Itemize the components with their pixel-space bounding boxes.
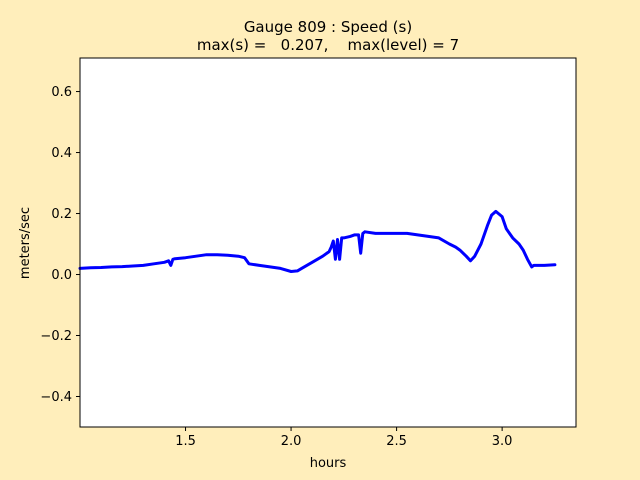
- y-tick-label: 0.2: [51, 207, 72, 222]
- y-tick-label: 0.0: [51, 268, 72, 283]
- x-tick-label: 3.0: [492, 434, 513, 449]
- y-tick-label: 0.4: [51, 146, 72, 161]
- x-axis-label: hours: [310, 456, 347, 471]
- y-axis-label: meters/sec: [18, 207, 33, 279]
- chart-title-line-2: max(s) = 0.207, max(level) = 7: [197, 36, 459, 54]
- y-tick-label: −0.4: [40, 390, 72, 405]
- x-tick-label: 2.0: [281, 434, 302, 449]
- x-tick-label: 2.5: [386, 434, 407, 449]
- x-tick-label: 1.5: [175, 434, 196, 449]
- plot-area: [80, 58, 576, 427]
- y-tick-label: 0.6: [51, 85, 72, 100]
- y-tick-label: −0.2: [40, 329, 72, 344]
- chart-title-line-1: Gauge 809 : Speed (s): [244, 18, 412, 36]
- series-line-0: [78, 209, 557, 273]
- plot-frame: [79, 57, 577, 428]
